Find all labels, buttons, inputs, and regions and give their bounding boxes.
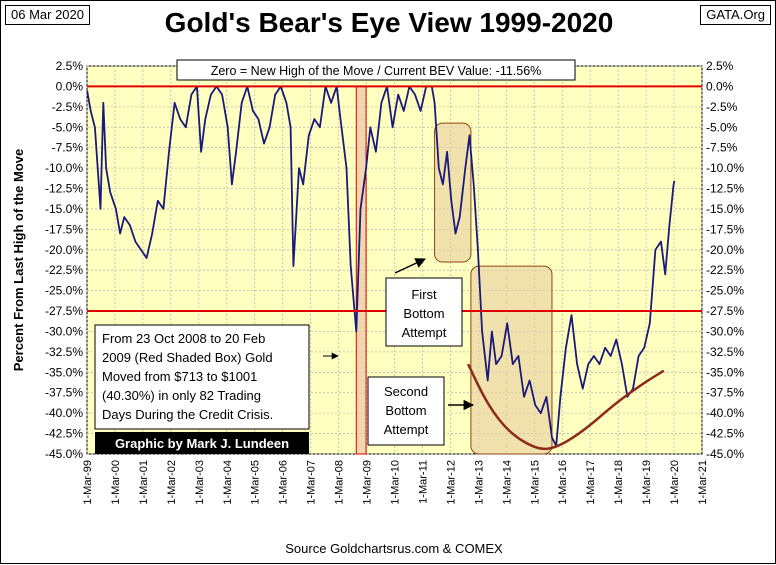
x-tick-label: 1-Mar-99 [82,460,94,505]
y-tick-label-right: -40.0% [706,406,744,420]
first-bottom-line: Bottom [403,306,444,321]
x-tick-label: 1-Mar-09 [362,460,374,505]
x-tick-label: 1-Mar-19 [641,460,653,505]
tan-shaded-box [434,122,472,263]
author-credit-bar [95,432,309,454]
x-tick-label: 1-Mar-04 [222,460,234,505]
first-bottom-line: First [411,287,437,302]
credit-crisis-line: (40.30%) in only 82 Trading [102,388,261,403]
y-tick-label-right: -10.0% [706,161,744,175]
x-tick-label: 1-Mar-11 [417,460,429,504]
x-tick-label: 1-Mar-00 [110,460,122,505]
y-tick-label-left: -37.5% [45,386,83,400]
first-bottom-box [385,277,463,347]
y-tick-label-right: 0.0% [706,79,734,93]
credit-crisis-line: From 23 Oct 2008 to 20 Feb [102,331,265,346]
y-tick-label-left: -27.5% [45,304,83,318]
y-tick-label-right: -42.5% [706,427,744,441]
credit-crisis-line: Moved from $713 to $1001 [102,369,257,384]
y-tick-label-left: 2.5% [56,59,84,73]
y-tick-label-right: -37.5% [706,386,744,400]
x-tick-label: 1-Mar-15 [529,460,541,505]
x-tick-label: 1-Mar-18 [613,460,625,505]
y-tick-label-left: -10.0% [45,161,83,175]
x-tick-label: 1-Mar-03 [194,460,206,505]
y-tick-label-right: -32.5% [706,345,744,359]
date-label: 06 Mar 2020 [5,5,90,25]
credit-crisis-line: Days During the Credit Crisis. [102,407,273,422]
y-tick-label-right: -12.5% [706,182,744,196]
second-bottom-box [367,376,445,446]
chart-title: Gold's Bear's Eye View 1999-2020 [164,7,614,38]
second-bottom-line: Attempt [384,422,429,437]
y-tick-label-right: -2.5% [706,100,738,114]
second-bottom-line: Bottom [385,403,426,418]
y-tick-label-left: -17.5% [45,222,83,236]
y-tick-label-right: -30.0% [706,324,744,338]
y-tick-label-left: -30.0% [45,324,83,338]
y-tick-label-right: -7.5% [706,141,738,155]
x-tick-label: 1-Mar-12 [445,460,457,505]
bottom-trend-curve [466,363,665,451]
y-axis-label: Percent From Last High of the Move [11,149,26,371]
y-tick-label-right: -35.0% [706,365,744,379]
x-tick-label: 1-Mar-10 [390,460,402,505]
y-tick-label-left: -20.0% [45,243,83,257]
x-tick-label: 1-Mar-20 [669,460,681,505]
y-tick-label-right: -22.5% [706,263,744,277]
y-tick-label-left: -22.5% [45,263,83,277]
y-tick-label-right: -45.0% [706,447,744,461]
y-tick-label-left: -42.5% [45,427,83,441]
credit-crisis-line: 2009 (Red Shaded Box) Gold [102,350,273,365]
y-tick-label-right: 2.5% [706,59,734,73]
credit-crisis-box [94,324,310,430]
source-footer: Source Goldchartsrus.com & COMEX [285,541,503,556]
y-tick-label-right: -5.0% [706,120,738,134]
x-tick-label: 1-Mar-01 [138,460,150,505]
y-tick-label-left: -15.0% [45,202,83,216]
second-bottom-line: Second [384,384,428,399]
x-tick-label: 1-Mar-02 [166,460,178,505]
source-tag: GATA.Org [700,5,771,25]
x-tick-label: 1-Mar-16 [557,460,569,505]
x-tick-label: 1-Mar-08 [334,460,346,505]
y-tick-label-right: -15.0% [706,202,744,216]
y-tick-label-left: -12.5% [45,182,83,196]
x-tick-label: 1-Mar-21 [697,460,709,505]
y-tick-label-left: -45.0% [45,447,83,461]
y-tick-label-left: -5.0% [52,120,84,134]
zero-note-box [176,59,576,81]
y-tick-label-right: -20.0% [706,243,744,257]
y-tick-label-right: -27.5% [706,304,744,318]
x-tick-label: 1-Mar-17 [585,460,597,505]
y-tick-label-left: -25.0% [45,284,83,298]
x-tick-label: 1-Mar-14 [501,460,513,505]
x-tick-label: 1-Mar-06 [278,460,290,505]
zero-note-text: Zero = New High of the Move / Current BE… [211,64,542,78]
first-bottom-arrow [394,258,426,274]
x-tick-label: 1-Mar-07 [306,460,318,505]
y-tick-label-right: -17.5% [706,222,744,236]
first-bottom-line: Attempt [402,325,447,340]
x-tick-label: 1-Mar-13 [473,460,485,505]
author-credit-text: Graphic by Mark J. Lundeen [115,436,289,451]
gold-bev-line [86,85,676,447]
y-tick-label-right: -25.0% [706,284,744,298]
y-tick-label-left: -32.5% [45,345,83,359]
y-tick-label-left: -2.5% [52,100,84,114]
y-tick-label-left: 0.0% [56,79,84,93]
y-tick-label-left: -7.5% [52,141,84,155]
x-tick-label: 1-Mar-05 [250,460,262,505]
y-tick-label-left: -35.0% [45,365,83,379]
y-tick-label-left: -40.0% [45,406,83,420]
